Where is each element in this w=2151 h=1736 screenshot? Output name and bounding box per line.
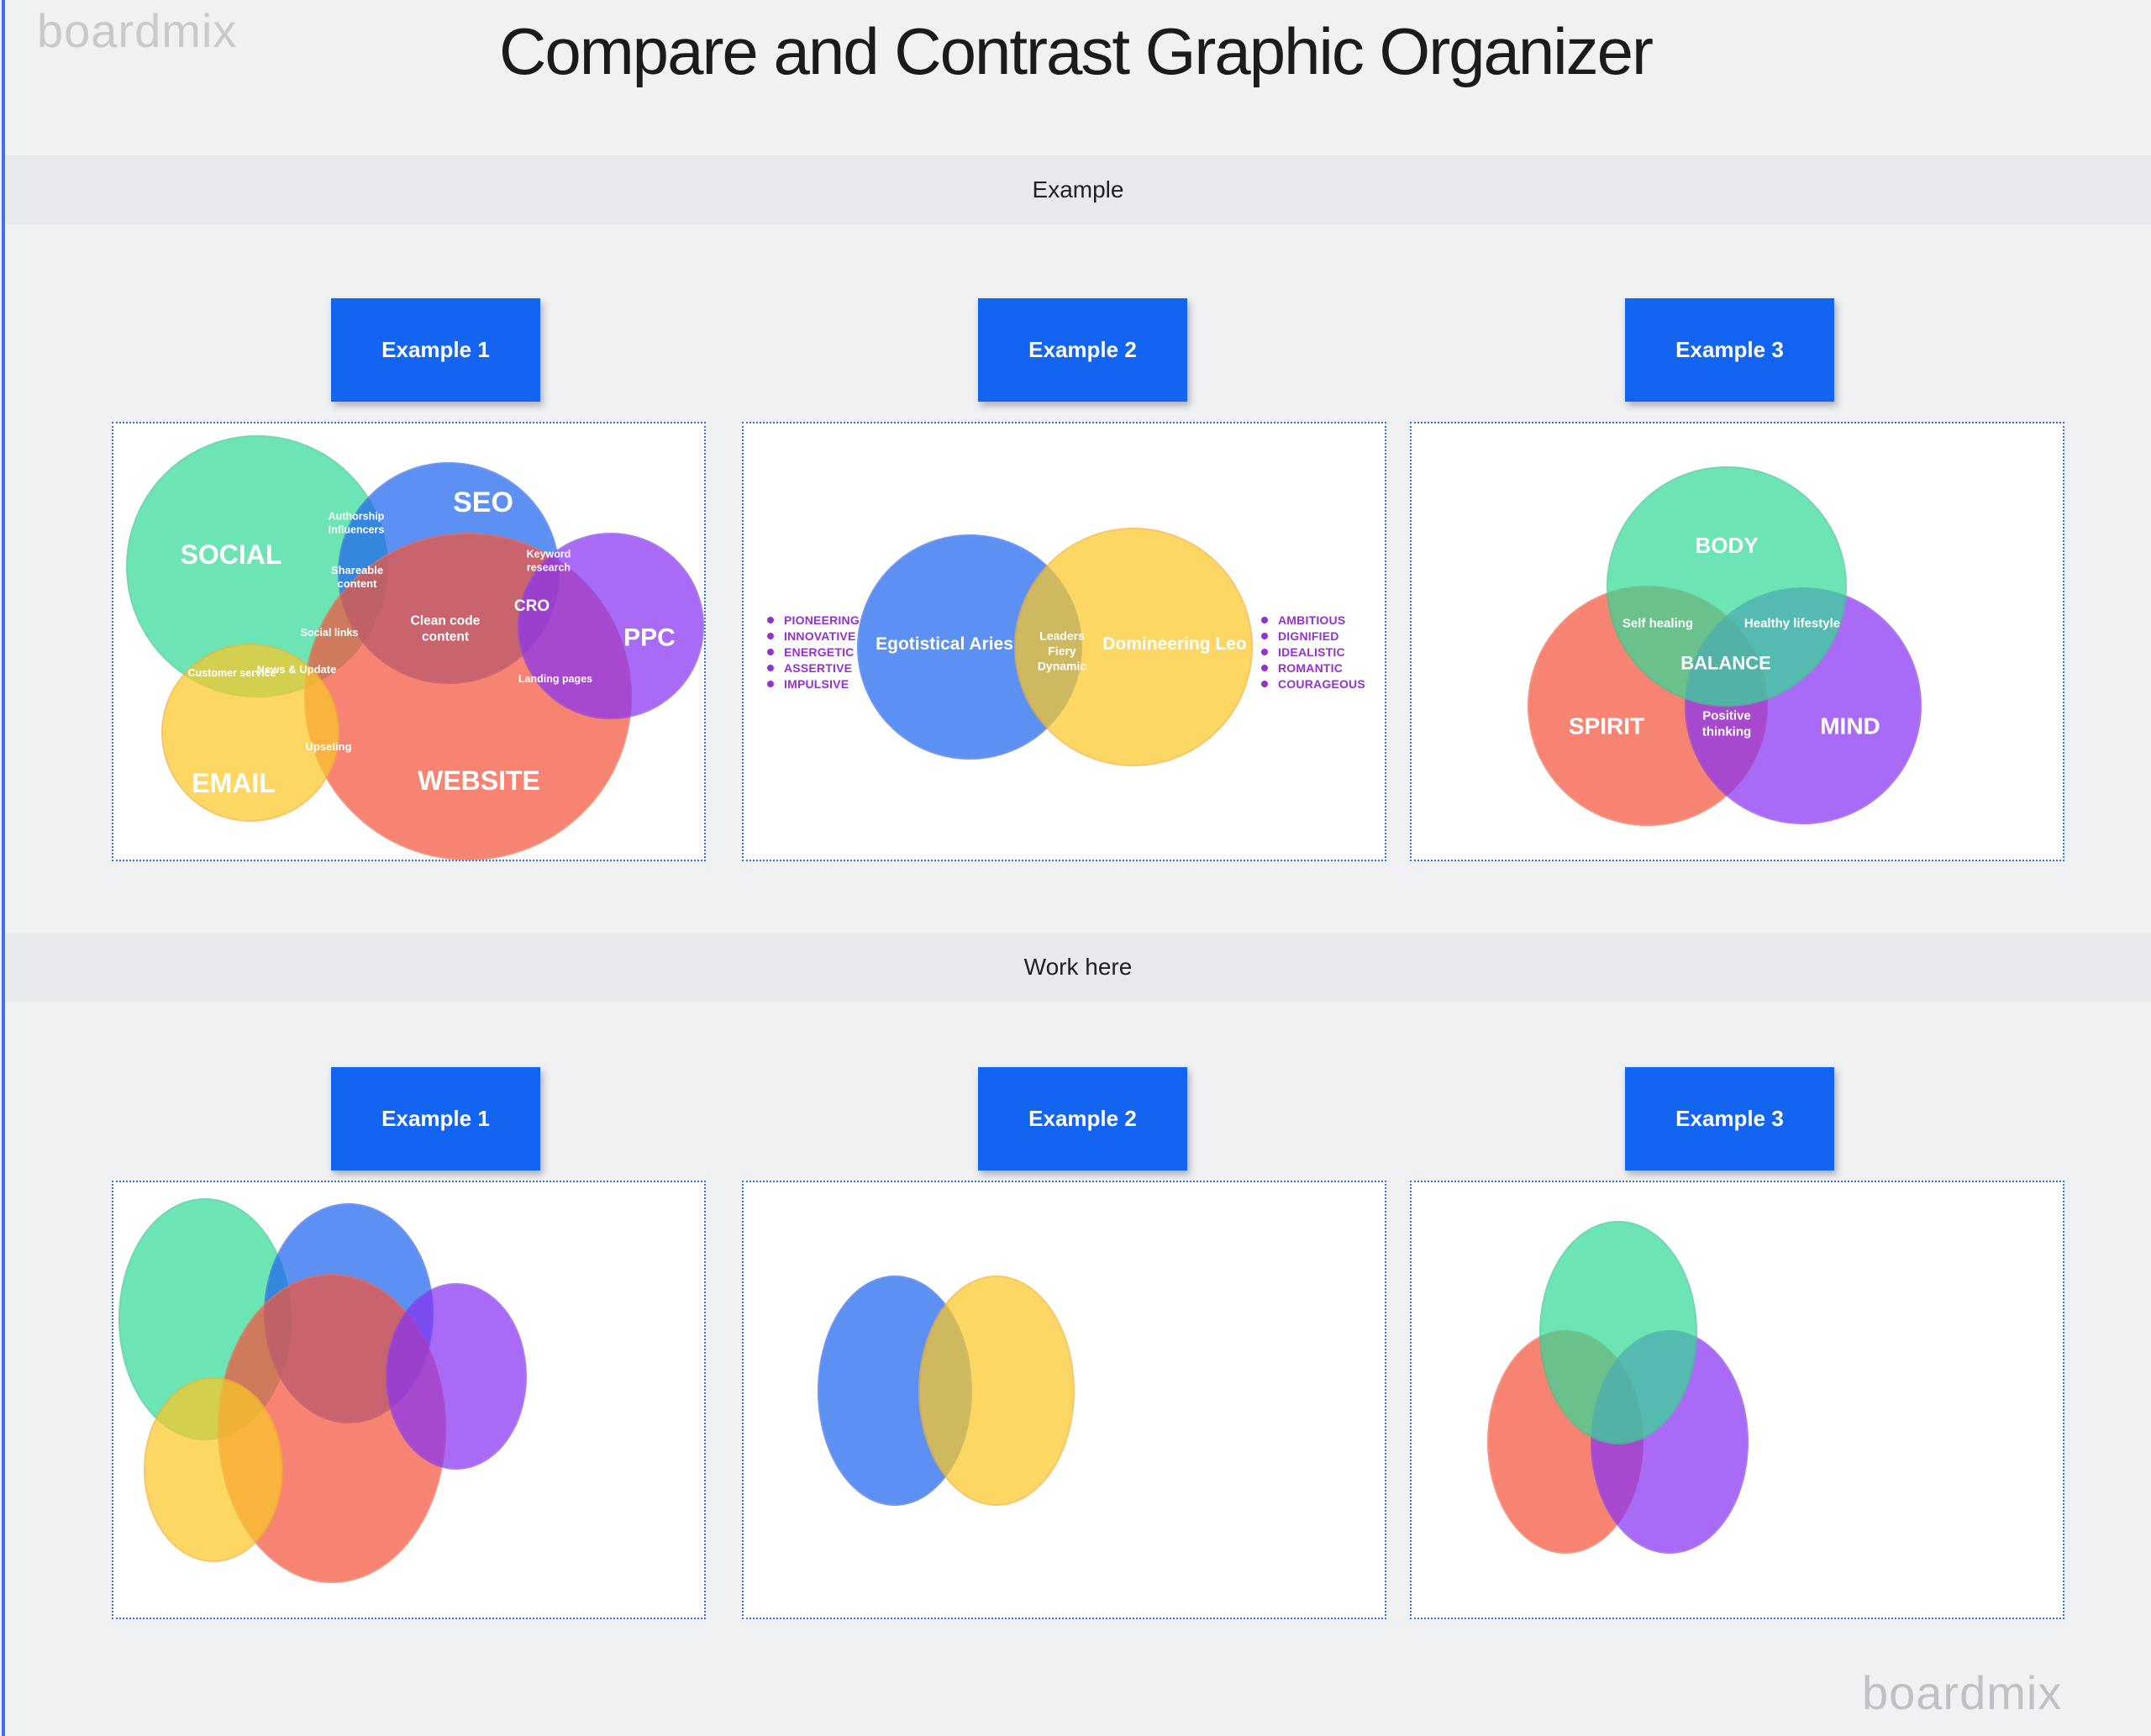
trait-text: IMPULSIVE <box>784 676 849 691</box>
purple-circle[interactable] <box>386 1283 527 1470</box>
list-item: AMBITIOUS <box>1261 612 1365 628</box>
leo-trait-list: AMBITIOUS DIGNIFIED IDEALISTIC ROMANTIC … <box>1261 612 1365 692</box>
trait-text: ENERGETIC <box>784 644 855 659</box>
trait-text: INNOVATIVE <box>784 629 856 643</box>
trait-text: IDEALISTIC <box>1278 644 1345 659</box>
trait-text: AMBITIOUS <box>1278 613 1346 627</box>
example2-work-button[interactable]: Example 2 <box>978 1067 1187 1170</box>
example3-sample-panel[interactable]: BODY SPIRIT MIND Self healing Healthy li… <box>1410 422 2064 861</box>
body-label: BODY <box>1695 532 1759 558</box>
example1-sample-panel[interactable]: SOCIAL SEO PPC EMAIL WEBSITE Authorship … <box>112 422 706 861</box>
email-label: EMAIL <box>192 768 276 798</box>
list-item: DIGNIFIED <box>1261 628 1365 644</box>
upseling-label: Upseling <box>305 739 352 753</box>
trait-text: ROMANTIC <box>1278 660 1344 675</box>
example3-work-panel[interactable] <box>1410 1181 2064 1619</box>
healthy-lifestyle-label: Healthy lifestyle <box>1743 616 1841 631</box>
email-circle[interactable] <box>161 644 339 822</box>
trait-text: COURAGEOUS <box>1278 676 1365 691</box>
list-item: ENERGETIC <box>767 644 860 660</box>
list-item: ASSERTIVE <box>767 660 860 676</box>
section-label-example: Example <box>1032 176 1124 203</box>
seo-label: SEO <box>453 486 513 518</box>
list-item: COURAGEOUS <box>1261 676 1365 692</box>
spirit-label: SPIRIT <box>1568 713 1645 739</box>
page-title: Compare and Contrast Graphic Organizer <box>499 14 1654 88</box>
bullet-icon <box>767 616 774 623</box>
bullet-icon <box>767 632 774 639</box>
bullet-icon <box>1261 648 1268 655</box>
example3-button[interactable]: Example 3 <box>1625 298 1834 402</box>
section-label-work-here: Work here <box>1023 954 1133 980</box>
list-item: PIONEERING <box>767 612 860 628</box>
example1-button[interactable]: Example 1 <box>331 298 540 402</box>
trait-text: ASSERTIVE <box>784 660 853 675</box>
social-links-label: Social links <box>300 627 359 639</box>
example1-work-button[interactable]: Example 1 <box>331 1067 540 1170</box>
example2-work-panel[interactable] <box>742 1181 1386 1619</box>
list-item: INNOVATIVE <box>767 628 860 644</box>
body-circle[interactable] <box>1607 466 1847 707</box>
yellow-circle[interactable] <box>144 1377 283 1562</box>
website-label: WEBSITE <box>418 765 540 796</box>
ppc-label: PPC <box>623 623 676 652</box>
trait-text: PIONEERING <box>784 613 860 627</box>
keyword-research-label: Keyword research <box>526 548 571 573</box>
section-bar-example: Example <box>5 155 2151 224</box>
section-bar-work-here: Work here <box>5 933 2151 1002</box>
clean-code-content-label: Clean code content <box>410 613 481 644</box>
boardmix-watermark-bottom: boardmix <box>1862 1666 2063 1719</box>
boardmix-watermark-top: boardmix <box>37 4 238 57</box>
green-circle[interactable] <box>1539 1221 1697 1444</box>
bullet-icon <box>1261 680 1268 687</box>
authorship-influencers-label: Authorship Influencers <box>328 510 385 535</box>
example1-work-panel[interactable] <box>112 1181 706 1619</box>
ppc-circle[interactable] <box>518 533 704 719</box>
positive-thinking-label: Positive thinking <box>1701 708 1752 739</box>
trait-text: DIGNIFIED <box>1278 629 1339 643</box>
mind-label: MIND <box>1820 713 1880 739</box>
bullet-icon <box>1261 616 1268 623</box>
list-item: IDEALISTIC <box>1261 644 1365 660</box>
example2-sample-panel[interactable]: Egotistical Aries Domineering Leo Leader… <box>742 422 1386 861</box>
bullet-icon <box>767 680 774 687</box>
leo-circle[interactable] <box>1014 528 1253 766</box>
news-update-label: News & Update <box>256 662 337 676</box>
list-item: ROMANTIC <box>1261 660 1365 676</box>
customer-service-label: Customer service <box>187 667 276 680</box>
self-healing-label: Self healing <box>1622 616 1694 631</box>
example2-button[interactable]: Example 2 <box>978 298 1187 402</box>
social-label: SOCIAL <box>180 539 282 570</box>
canvas-left-edge-line <box>2 0 5 1736</box>
shared-traits-label: Leaders Fiery Dynamic <box>1037 629 1087 674</box>
yellow-circle[interactable] <box>918 1276 1075 1506</box>
bullet-icon <box>767 648 774 655</box>
example3-work-button[interactable]: Example 3 <box>1625 1067 1834 1170</box>
cro-label: CRO <box>513 597 550 616</box>
balance-label: BALANCE <box>1680 652 1771 674</box>
aries-label: Egotistical Aries <box>876 634 1013 654</box>
bullet-icon <box>1261 664 1268 671</box>
landing-pages-label: Landing pages <box>518 673 593 686</box>
leo-label: Domineering Leo <box>1102 634 1247 654</box>
list-item: IMPULSIVE <box>767 676 860 692</box>
aries-trait-list: PIONEERING INNOVATIVE ENERGETIC ASSERTIV… <box>767 612 860 692</box>
shareable-content-label: Shareable content <box>330 563 384 590</box>
bullet-icon <box>767 664 774 671</box>
bullet-icon <box>1261 632 1268 639</box>
